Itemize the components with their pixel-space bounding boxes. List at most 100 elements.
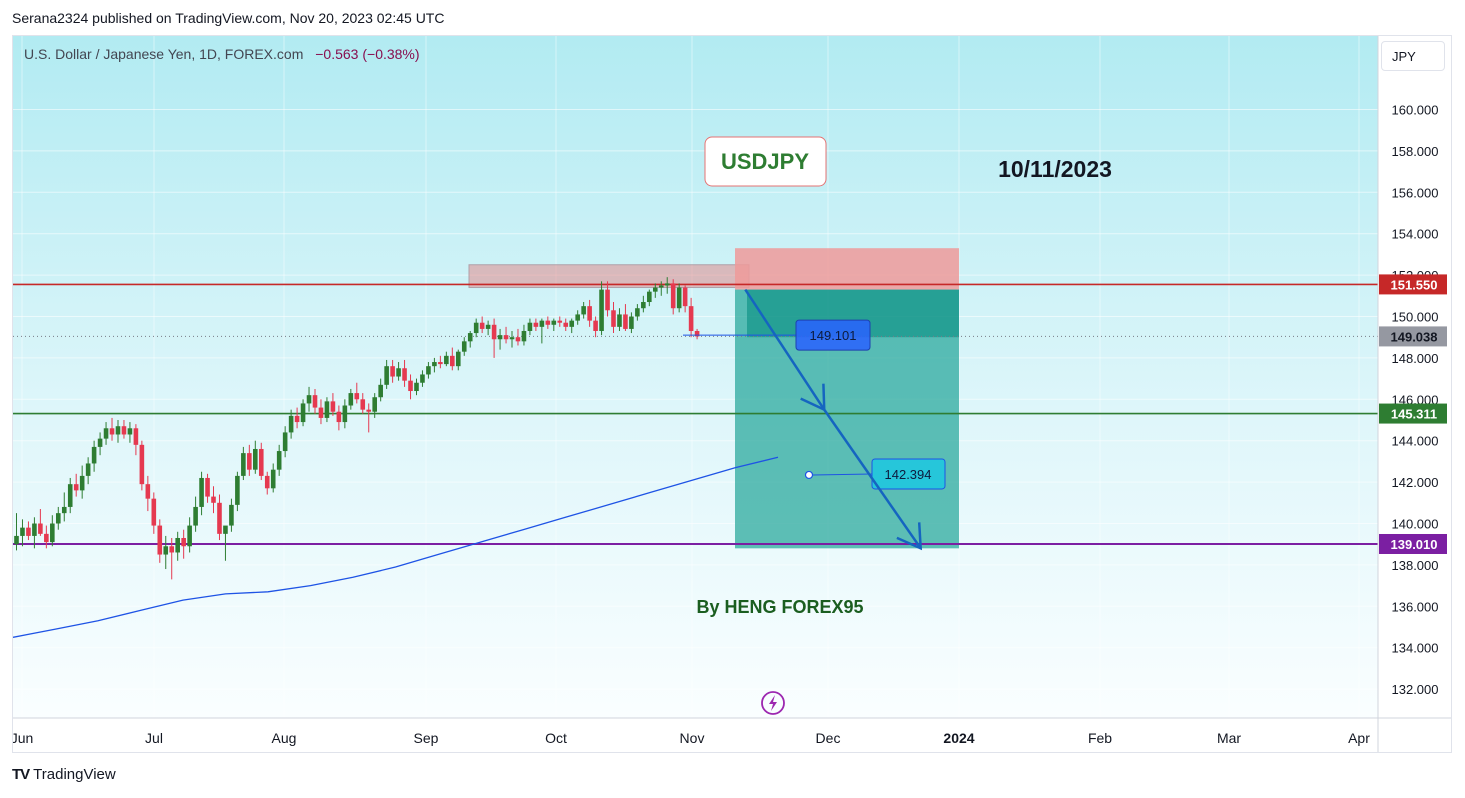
candle[interactable] xyxy=(211,486,216,514)
candle[interactable] xyxy=(593,316,598,338)
candle[interactable] xyxy=(569,318,575,334)
candle[interactable] xyxy=(414,378,419,396)
candle[interactable] xyxy=(312,388,318,414)
candle[interactable] xyxy=(270,463,276,493)
candle[interactable] xyxy=(366,403,372,433)
candle[interactable] xyxy=(641,295,646,313)
candle[interactable] xyxy=(50,515,55,547)
symbol-annotation-box[interactable] xyxy=(704,136,827,187)
candle[interactable] xyxy=(247,444,252,476)
candle[interactable] xyxy=(563,318,569,331)
candle[interactable] xyxy=(97,432,103,456)
candle[interactable] xyxy=(127,422,133,443)
candle[interactable] xyxy=(288,409,294,439)
candle[interactable] xyxy=(55,506,61,530)
candle[interactable] xyxy=(557,316,563,327)
candle[interactable] xyxy=(44,525,49,549)
candle[interactable] xyxy=(682,285,688,313)
candle[interactable] xyxy=(420,370,425,387)
candle[interactable] xyxy=(676,283,682,313)
candle[interactable] xyxy=(497,328,503,350)
candle[interactable] xyxy=(342,399,348,429)
candle[interactable] xyxy=(282,426,288,458)
candle[interactable] xyxy=(276,444,282,476)
candle[interactable] xyxy=(151,492,157,534)
candle[interactable] xyxy=(91,440,97,472)
candle[interactable] xyxy=(354,382,360,404)
candle[interactable] xyxy=(432,357,437,373)
candle[interactable] xyxy=(163,535,169,570)
candle[interactable] xyxy=(360,393,366,414)
candle[interactable] xyxy=(402,359,407,387)
candle[interactable] xyxy=(372,393,377,418)
candle[interactable] xyxy=(527,318,533,336)
candle[interactable] xyxy=(324,397,330,423)
candle[interactable] xyxy=(294,407,300,429)
candle[interactable] xyxy=(169,537,175,580)
candle[interactable] xyxy=(336,405,342,431)
candle[interactable] xyxy=(479,316,485,334)
candle[interactable] xyxy=(20,519,25,547)
price-chart[interactable]: 149.101 142.394 USDJPY 10/11/2023 By HENG FO… xyxy=(13,36,1452,753)
candle[interactable] xyxy=(551,318,557,331)
moving-average-line[interactable] xyxy=(13,456,779,638)
candle[interactable] xyxy=(348,388,354,410)
lightning-icon[interactable] xyxy=(761,691,785,715)
stop-loss-zone[interactable] xyxy=(735,248,959,290)
symbol-legend[interactable]: U.S. Dollar / Japanese Yen, 1D, FOREX.co… xyxy=(24,46,420,62)
price-label-box[interactable] xyxy=(871,458,946,490)
resistance-badge[interactable] xyxy=(1379,274,1447,295)
candle[interactable] xyxy=(611,302,616,334)
candle[interactable] xyxy=(617,308,622,331)
candle[interactable] xyxy=(396,362,401,381)
candle[interactable] xyxy=(133,424,139,456)
candle[interactable] xyxy=(503,326,509,344)
candle[interactable] xyxy=(575,310,580,325)
candle[interactable] xyxy=(193,496,198,532)
candle[interactable] xyxy=(241,446,246,481)
candle[interactable] xyxy=(509,330,515,348)
candle[interactable] xyxy=(330,393,336,416)
candle[interactable] xyxy=(533,318,539,331)
candle[interactable] xyxy=(408,374,413,400)
candle[interactable] xyxy=(187,517,192,553)
candle[interactable] xyxy=(658,281,664,296)
candle[interactable] xyxy=(103,422,109,445)
candle[interactable] xyxy=(235,471,240,512)
candle[interactable] xyxy=(181,529,186,559)
candle[interactable] xyxy=(581,302,586,319)
candle[interactable] xyxy=(73,473,79,497)
candle[interactable] xyxy=(599,281,604,336)
candle[interactable] xyxy=(688,297,694,338)
currency-button[interactable]: JPY xyxy=(1381,41,1445,71)
candle[interactable] xyxy=(539,318,545,344)
candle[interactable] xyxy=(14,513,19,551)
candle[interactable] xyxy=(258,442,264,481)
candle[interactable] xyxy=(85,457,91,485)
candle[interactable] xyxy=(157,519,163,563)
candle[interactable] xyxy=(306,386,312,412)
candle[interactable] xyxy=(485,320,491,336)
candle[interactable] xyxy=(521,324,527,346)
candle[interactable] xyxy=(664,277,670,294)
candle[interactable] xyxy=(629,312,634,334)
candle[interactable] xyxy=(378,378,383,402)
candle[interactable] xyxy=(694,328,700,340)
candle[interactable] xyxy=(253,440,258,474)
candle[interactable] xyxy=(32,517,37,549)
candle[interactable] xyxy=(300,399,306,427)
price-label-box[interactable] xyxy=(795,319,871,351)
candle[interactable] xyxy=(145,475,151,512)
candle[interactable] xyxy=(223,525,228,561)
candle[interactable] xyxy=(426,362,431,379)
candle[interactable] xyxy=(467,330,473,348)
candle[interactable] xyxy=(318,399,324,425)
candle[interactable] xyxy=(670,279,676,315)
support-badge[interactable] xyxy=(1379,403,1447,424)
candle[interactable] xyxy=(515,328,521,346)
candle[interactable] xyxy=(652,283,658,298)
candle[interactable] xyxy=(61,492,67,522)
tradingview-footer[interactable]: TV TradingView xyxy=(12,766,116,783)
candle[interactable] xyxy=(491,318,497,358)
chart-frame[interactable]: 149.101 142.394 USDJPY 10/11/2023 By HENG FO… xyxy=(12,35,1452,753)
